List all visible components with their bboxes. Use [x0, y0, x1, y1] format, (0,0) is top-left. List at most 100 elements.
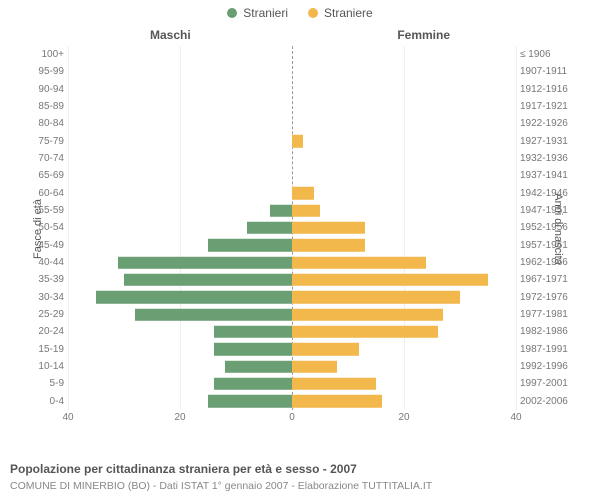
bar-male	[208, 395, 292, 407]
age-label: 0-4	[20, 396, 64, 407]
bar-female-container	[292, 360, 516, 372]
bar-male-container	[68, 204, 292, 216]
age-label: 15-19	[20, 344, 64, 355]
age-label: 55-59	[20, 205, 64, 216]
birth-year-label: 1982-1986	[520, 326, 580, 337]
bar-male	[208, 239, 292, 251]
age-row: 40-441962-1966	[68, 254, 516, 271]
bar-female	[292, 308, 443, 320]
age-row: 25-291977-1981	[68, 306, 516, 323]
bar-male	[225, 360, 292, 372]
bar-male	[214, 343, 292, 355]
bar-male	[135, 308, 292, 320]
age-label: 50-54	[20, 222, 64, 233]
legend: Stranieri Straniere	[0, 0, 600, 20]
grid-line	[516, 46, 517, 410]
bar-male-container	[68, 378, 292, 390]
birth-year-label: 1947-1951	[520, 205, 580, 216]
age-label: 95-99	[20, 66, 64, 77]
bar-female	[292, 274, 488, 286]
bar-male-container	[68, 274, 292, 286]
birth-year-label: 1987-1991	[520, 344, 580, 355]
age-row: 45-491957-1961	[68, 237, 516, 254]
age-label: 40-44	[20, 257, 64, 268]
chart-caption: Popolazione per cittadinanza straniera p…	[10, 462, 590, 476]
birth-year-label: 1942-1946	[520, 188, 580, 199]
bar-female	[292, 239, 365, 251]
bar-female-container	[292, 274, 516, 286]
chart-area: Maschi Femmine Fasce di età Anni di nasc…	[20, 24, 580, 434]
birth-year-label: 2002-2006	[520, 396, 580, 407]
bar-male-container	[68, 395, 292, 407]
birth-year-label: ≤ 1906	[520, 49, 580, 60]
bar-female	[292, 256, 426, 268]
bar-female-container	[292, 100, 516, 112]
birth-year-label: 1927-1931	[520, 136, 580, 147]
x-axis: 402002040	[68, 412, 516, 428]
bar-female-container	[292, 66, 516, 78]
age-label: 80-84	[20, 118, 64, 129]
age-row: 0-42002-2006	[68, 393, 516, 410]
bar-female	[292, 204, 320, 216]
bar-female-container	[292, 343, 516, 355]
age-row: 50-541952-1956	[68, 219, 516, 236]
birth-year-label: 1952-1956	[520, 222, 580, 233]
bar-female-container	[292, 256, 516, 268]
bar-male-container	[68, 308, 292, 320]
bar-female	[292, 135, 303, 147]
birth-year-label: 1932-1936	[520, 153, 580, 164]
age-row: 30-341972-1976	[68, 289, 516, 306]
bar-female	[292, 326, 438, 338]
legend-label-male: Stranieri	[243, 6, 288, 20]
bar-female-container	[292, 291, 516, 303]
birth-year-label: 1992-1996	[520, 361, 580, 372]
bar-male-container	[68, 239, 292, 251]
rows-container: 100+≤ 190695-991907-191190-941912-191685…	[68, 46, 516, 410]
age-label: 85-89	[20, 101, 64, 112]
age-label: 25-29	[20, 309, 64, 320]
x-tick: 40	[62, 412, 73, 423]
age-label: 20-24	[20, 326, 64, 337]
legend-swatch-female	[308, 8, 318, 18]
age-row: 70-741932-1936	[68, 150, 516, 167]
bar-female	[292, 187, 314, 199]
legend-swatch-male	[227, 8, 237, 18]
bar-male-container	[68, 256, 292, 268]
bar-male-container	[68, 66, 292, 78]
age-row: 100+≤ 1906	[68, 46, 516, 63]
bar-female-container	[292, 118, 516, 130]
age-row: 20-241982-1986	[68, 323, 516, 340]
x-tick: 20	[174, 412, 185, 423]
birth-year-label: 1912-1916	[520, 84, 580, 95]
age-row: 55-591947-1951	[68, 202, 516, 219]
bar-male-container	[68, 118, 292, 130]
age-row: 95-991907-1911	[68, 63, 516, 80]
birth-year-label: 1917-1921	[520, 101, 580, 112]
birth-year-label: 1937-1941	[520, 170, 580, 181]
bar-female	[292, 343, 359, 355]
bar-female-container	[292, 83, 516, 95]
bar-female-container	[292, 222, 516, 234]
bar-female-container	[292, 152, 516, 164]
age-label: 100+	[20, 49, 64, 60]
bar-male-container	[68, 326, 292, 338]
bar-female-container	[292, 326, 516, 338]
bar-female-container	[292, 378, 516, 390]
bar-female	[292, 291, 460, 303]
bar-female-container	[292, 170, 516, 182]
bar-female	[292, 378, 376, 390]
bar-male	[270, 204, 292, 216]
column-title-male: Maschi	[150, 28, 191, 42]
age-label: 75-79	[20, 136, 64, 147]
bar-male	[247, 222, 292, 234]
birth-year-label: 1907-1911	[520, 66, 580, 77]
bar-female-container	[292, 395, 516, 407]
age-row: 35-391967-1971	[68, 271, 516, 288]
age-row: 75-791927-1931	[68, 133, 516, 150]
bar-female-container	[292, 135, 516, 147]
age-row: 85-891917-1921	[68, 98, 516, 115]
age-row: 90-941912-1916	[68, 81, 516, 98]
bar-female-container	[292, 239, 516, 251]
chart-subcaption: COMUNE DI MINERBIO (BO) - Dati ISTAT 1° …	[10, 480, 590, 492]
bar-male-container	[68, 100, 292, 112]
